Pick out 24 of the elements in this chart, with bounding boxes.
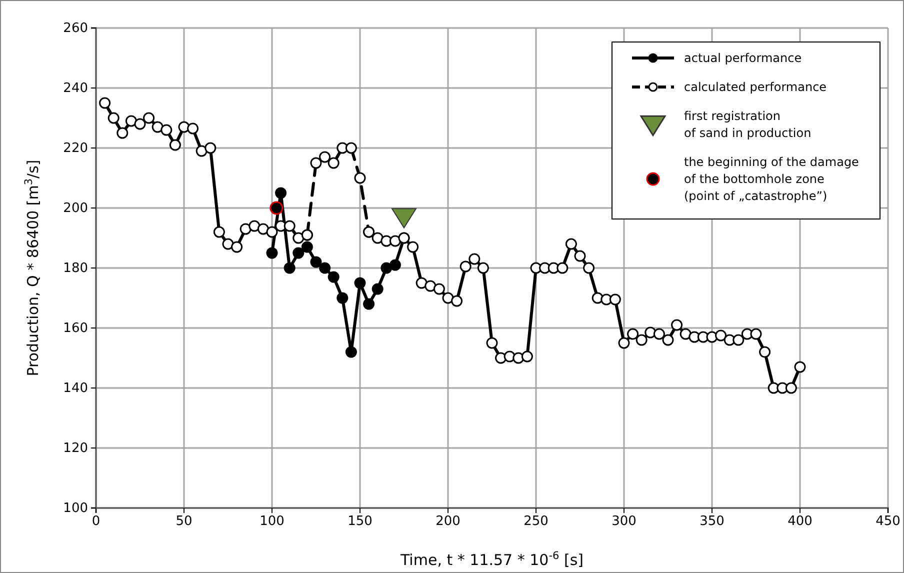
legend-label: actual performance xyxy=(684,51,802,65)
y-tick-label: 200 xyxy=(63,201,88,216)
x-tick-label: 0 xyxy=(92,514,100,530)
y-tick-label: 180 xyxy=(63,261,88,276)
x-tick-label: 300 xyxy=(612,514,636,530)
x-tick-label: 150 xyxy=(348,514,372,530)
x-tick-label: 50 xyxy=(176,514,192,530)
legend-label: first registration of sand in production xyxy=(684,109,812,140)
y-tick-label: 120 xyxy=(63,441,88,456)
x-tick-label: 100 xyxy=(260,514,284,530)
y-tick-label: 100 xyxy=(63,501,88,516)
y-tick-label: 240 xyxy=(63,81,88,96)
x-tick-label: 400 xyxy=(788,514,812,530)
x-tick-label: 350 xyxy=(700,514,724,530)
y-tick-label: 140 xyxy=(63,381,88,396)
x-tick-label: 250 xyxy=(524,514,548,530)
legend-label: calculated performance xyxy=(684,80,827,94)
y-tick-label: 160 xyxy=(63,321,88,336)
y-tick-label: 260 xyxy=(63,21,88,36)
legend-label: the beginning of the damage of the bottomhole zone (point of „catastrophe”) xyxy=(684,155,859,203)
x-tick-label: 200 xyxy=(436,514,460,530)
x-tick-label: 450 xyxy=(876,514,900,530)
x-axis-title: Time, t * 11.57 * 10$^{-6}$ [s] xyxy=(399,550,584,569)
y-tick-label: 220 xyxy=(63,141,88,156)
